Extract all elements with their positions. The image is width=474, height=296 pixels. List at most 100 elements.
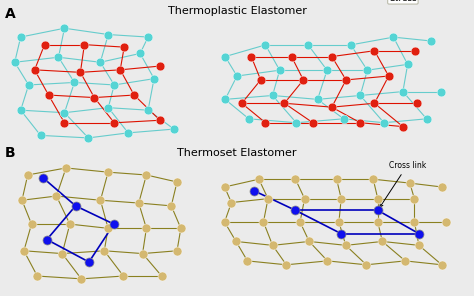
Point <box>413 101 421 106</box>
Point <box>292 208 299 213</box>
Point <box>371 48 378 53</box>
Text: Thermoplastic Elastomer: Thermoplastic Elastomer <box>168 6 306 16</box>
Point <box>233 74 241 78</box>
Point <box>305 239 313 244</box>
Point <box>221 185 228 189</box>
Point <box>17 35 25 39</box>
Point <box>173 180 181 184</box>
Point <box>342 243 349 248</box>
Point <box>85 260 93 264</box>
Point <box>300 78 307 82</box>
Point <box>342 78 350 82</box>
Point <box>250 189 258 193</box>
Point <box>257 78 264 82</box>
Point <box>81 42 88 47</box>
Point <box>177 226 185 231</box>
Point <box>221 54 229 59</box>
Point <box>415 231 423 236</box>
Point <box>288 54 295 59</box>
Point <box>100 248 108 253</box>
Point <box>110 120 118 125</box>
Point <box>104 226 112 231</box>
Point <box>84 136 92 140</box>
Point <box>53 194 60 198</box>
Point <box>17 108 25 112</box>
Point <box>399 124 407 129</box>
Point <box>292 120 300 125</box>
Point <box>269 93 276 98</box>
Point <box>276 68 283 73</box>
Point <box>58 251 66 256</box>
Point <box>301 196 309 201</box>
Point <box>292 177 299 181</box>
Point <box>437 89 445 94</box>
Point <box>43 237 51 242</box>
Point <box>244 258 251 263</box>
Point <box>363 263 370 267</box>
Point <box>110 222 118 226</box>
Point <box>238 101 246 106</box>
Point <box>120 45 128 49</box>
Point <box>385 74 392 78</box>
Point <box>415 243 423 248</box>
Point <box>61 120 68 125</box>
Point <box>77 70 84 75</box>
Point <box>143 173 150 177</box>
Point <box>39 176 47 180</box>
Point <box>374 220 382 224</box>
Point <box>333 177 340 181</box>
Point <box>137 51 144 56</box>
Point <box>156 118 164 123</box>
Point <box>380 120 388 125</box>
Point <box>337 196 345 201</box>
Point <box>269 243 276 248</box>
Point <box>369 177 377 181</box>
Point <box>37 133 45 138</box>
Point <box>25 83 32 87</box>
Point <box>411 48 419 53</box>
Point <box>31 67 38 72</box>
Point <box>399 89 407 94</box>
Point <box>66 222 73 226</box>
Point <box>232 239 240 244</box>
Point <box>61 26 68 30</box>
Point <box>45 93 52 97</box>
Point <box>119 274 127 279</box>
Point <box>255 177 263 181</box>
Point <box>371 101 378 106</box>
Point <box>356 93 364 98</box>
Point <box>337 231 345 236</box>
Point <box>110 83 118 87</box>
Point <box>144 108 152 112</box>
Point <box>260 220 267 224</box>
Point <box>335 220 343 224</box>
Point <box>304 43 312 47</box>
Point <box>173 248 181 253</box>
Point <box>18 198 26 202</box>
Point <box>247 54 255 59</box>
Point <box>61 110 68 115</box>
Point <box>328 105 336 110</box>
Point <box>264 196 272 201</box>
Point <box>41 42 48 47</box>
Point <box>328 54 336 59</box>
Point <box>245 116 253 121</box>
Point <box>423 116 430 121</box>
Point <box>406 181 414 186</box>
Point <box>438 185 446 189</box>
Point <box>71 80 78 85</box>
Point <box>324 258 331 263</box>
Point <box>104 105 112 110</box>
Point <box>117 67 124 72</box>
Point <box>78 276 85 281</box>
Point <box>62 165 70 170</box>
Point <box>228 200 235 205</box>
Point <box>314 97 321 102</box>
Point <box>364 68 371 73</box>
Point <box>390 35 397 39</box>
Point <box>28 222 36 226</box>
Point <box>410 196 418 201</box>
Point <box>347 43 355 47</box>
Point <box>24 173 31 177</box>
Text: Cross link: Cross link <box>380 160 426 207</box>
